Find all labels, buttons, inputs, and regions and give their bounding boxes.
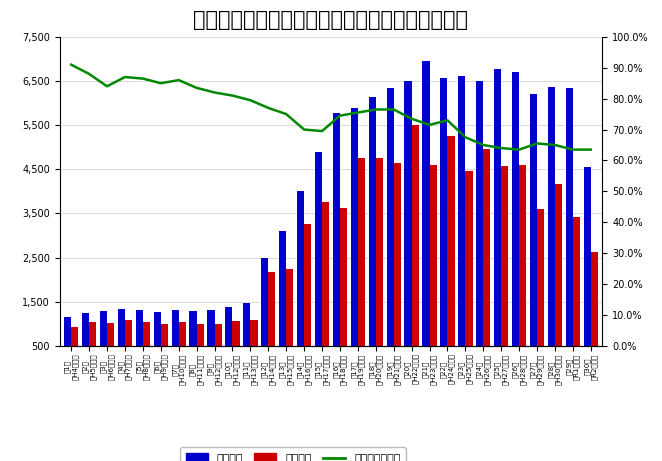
Bar bbox=[530, 94, 537, 368]
Bar bbox=[501, 166, 508, 368]
Bar bbox=[207, 310, 214, 368]
Bar bbox=[243, 303, 250, 368]
Bar bbox=[315, 153, 322, 368]
Bar bbox=[82, 313, 89, 368]
Bar bbox=[376, 158, 383, 368]
Bar bbox=[512, 72, 519, 368]
Bar bbox=[458, 76, 465, 368]
Bar bbox=[387, 88, 394, 368]
Bar bbox=[161, 324, 168, 368]
Bar bbox=[430, 165, 437, 368]
Bar bbox=[465, 171, 473, 368]
Bar bbox=[136, 310, 143, 368]
Bar bbox=[547, 87, 555, 368]
Bar bbox=[404, 81, 412, 368]
Bar bbox=[584, 166, 591, 368]
Bar bbox=[143, 322, 150, 368]
Bar bbox=[322, 202, 329, 368]
Bar bbox=[118, 309, 125, 368]
Bar bbox=[422, 61, 430, 368]
Bar bbox=[476, 81, 483, 368]
Bar bbox=[448, 136, 455, 368]
Bar bbox=[279, 231, 286, 368]
Bar bbox=[154, 312, 161, 368]
Bar bbox=[555, 184, 562, 368]
Bar bbox=[297, 191, 304, 368]
Bar bbox=[261, 258, 268, 368]
Bar bbox=[179, 322, 186, 368]
Bar bbox=[268, 272, 275, 368]
Bar bbox=[358, 158, 365, 368]
Legend: 受験者数, 合格者数, 合格率トータル: 受験者数, 合格者数, 合格率トータル bbox=[180, 447, 406, 461]
Bar bbox=[519, 165, 526, 368]
Bar bbox=[440, 78, 448, 368]
Bar bbox=[71, 327, 78, 368]
Bar bbox=[351, 108, 358, 368]
Bar bbox=[107, 323, 115, 368]
Title: 柔道整復師国家試験受験者数と合格率３０回まで: 柔道整復師国家試験受験者数と合格率３０回まで bbox=[193, 10, 469, 30]
Bar bbox=[64, 317, 71, 368]
Bar bbox=[250, 320, 258, 368]
Bar bbox=[340, 208, 347, 368]
Bar bbox=[369, 97, 376, 368]
Bar bbox=[225, 307, 232, 368]
Bar bbox=[483, 149, 491, 368]
Bar bbox=[537, 209, 544, 368]
Bar bbox=[214, 324, 222, 368]
Bar bbox=[304, 225, 311, 368]
Bar bbox=[286, 269, 293, 368]
Bar bbox=[125, 320, 132, 368]
Bar bbox=[494, 69, 501, 368]
Bar bbox=[566, 88, 573, 368]
Bar bbox=[333, 113, 340, 368]
Bar bbox=[412, 124, 419, 368]
Bar bbox=[189, 311, 197, 368]
Bar bbox=[591, 252, 598, 368]
Bar bbox=[197, 324, 204, 368]
Bar bbox=[100, 311, 107, 368]
Bar bbox=[89, 322, 96, 368]
Bar bbox=[171, 310, 179, 368]
Bar bbox=[394, 163, 401, 368]
Bar bbox=[573, 217, 580, 368]
Bar bbox=[232, 321, 240, 368]
